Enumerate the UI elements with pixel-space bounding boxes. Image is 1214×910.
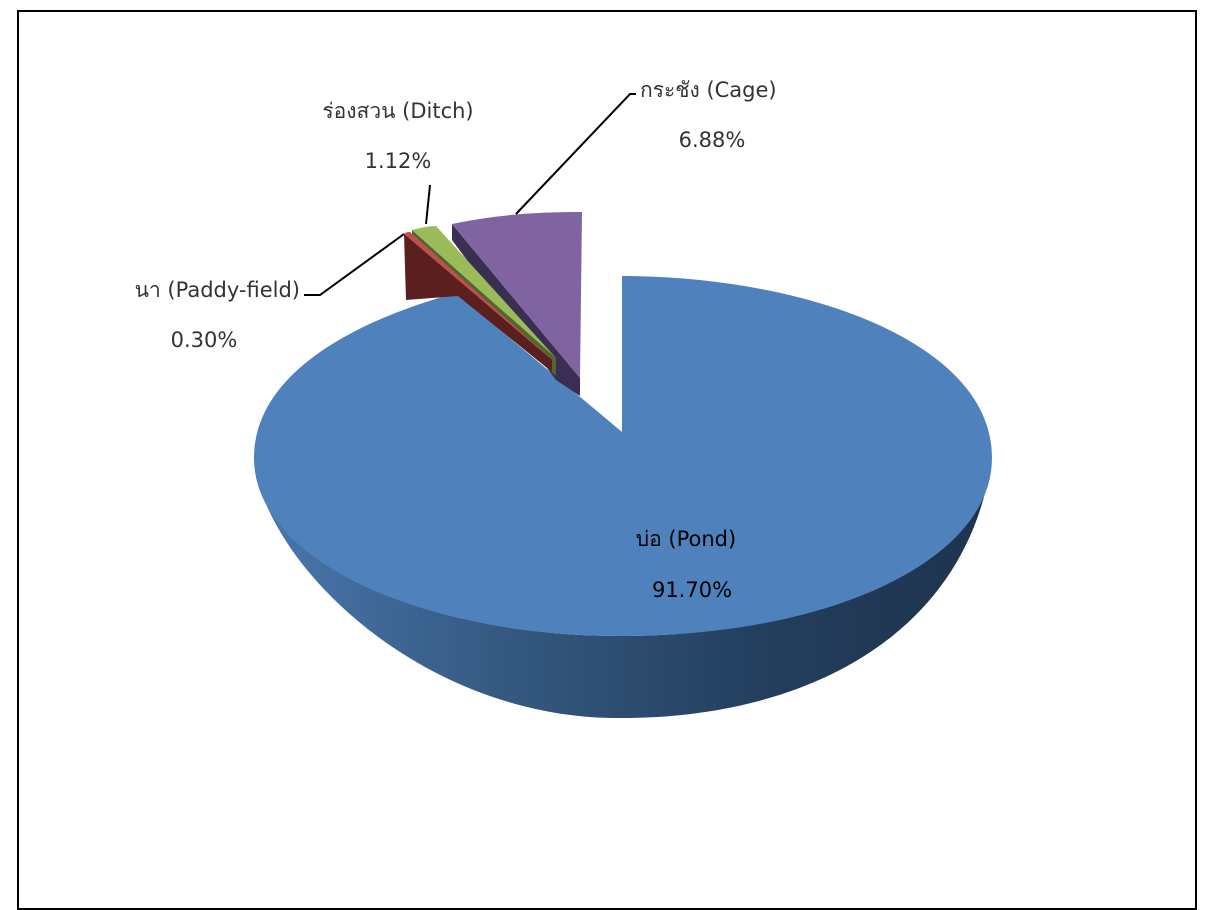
label-cage: กระชัง (Cage) bbox=[640, 78, 777, 102]
pond-top bbox=[254, 276, 992, 636]
leader-line-ditch bbox=[425, 184, 431, 225]
leader-line-paddy bbox=[304, 233, 405, 296]
label-paddy: นา (Paddy-field) bbox=[135, 278, 300, 302]
label-ditch: ร่องสวน (Ditch) bbox=[322, 99, 473, 123]
label-pond: บ่อ (Pond) bbox=[636, 527, 736, 551]
value-cage: 6.88% bbox=[679, 128, 746, 152]
pie-slice-pond bbox=[254, 276, 992, 719]
value-ditch: 1.12% bbox=[365, 149, 432, 173]
ditch-top bbox=[412, 226, 556, 358]
value-paddy: 0.30% bbox=[171, 328, 238, 352]
paddy-side bbox=[404, 234, 552, 372]
paddy-top bbox=[404, 232, 552, 360]
leader-line-cage bbox=[515, 93, 636, 215]
pie-slice-paddy bbox=[404, 232, 552, 372]
pond-side bbox=[254, 458, 990, 719]
value-pond: 91.70% bbox=[652, 578, 732, 602]
cage-top bbox=[452, 212, 582, 378]
